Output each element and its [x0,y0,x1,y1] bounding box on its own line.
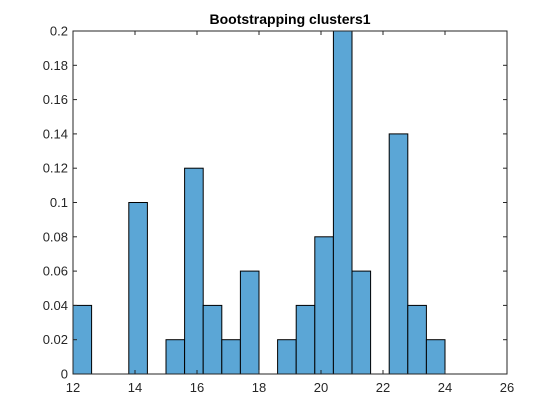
y-tick-label: 0.16 [43,92,68,107]
histogram-bar-3 [129,203,148,375]
histogram-bar-7 [203,305,222,374]
histogram-bar-6 [185,168,204,374]
histogram-bar-19 [426,340,445,374]
y-tick-label: 0.02 [43,332,68,347]
x-tick-label: 16 [190,380,204,395]
x-tick-label: 20 [314,380,328,395]
y-tick-label: 0.06 [43,264,68,279]
x-tick-label: 14 [128,380,142,395]
histogram-bar-5 [166,340,185,374]
histogram-bar-13 [315,237,334,374]
x-tick-label: 18 [252,380,266,395]
histogram-bar-12 [296,305,315,374]
histogram-bar-17 [389,134,408,374]
y-tick-label: 0.08 [43,229,68,244]
y-tick-label: 0.2 [50,24,68,39]
histogram-bar-14 [333,31,352,374]
x-tick-label: 12 [66,380,80,395]
y-tick-label: 0.12 [43,161,68,176]
chart-title: Bootstrapping clusters1 [209,11,370,27]
x-tick-label: 24 [438,380,452,395]
x-tick-label: 26 [500,380,514,395]
histogram-bar-9 [240,271,259,374]
x-tick-label: 22 [376,380,390,395]
y-tick-label: 0.18 [43,58,68,73]
histogram-bar-11 [278,340,297,374]
y-tick-label: 0 [61,367,68,382]
y-tick-label: 0.14 [43,126,68,141]
histogram-bar-8 [222,340,241,374]
histogram-bar-15 [352,271,371,374]
y-tick-label: 0.1 [50,195,68,210]
histogram-bar-18 [408,305,427,374]
y-tick-label: 0.04 [43,298,68,313]
